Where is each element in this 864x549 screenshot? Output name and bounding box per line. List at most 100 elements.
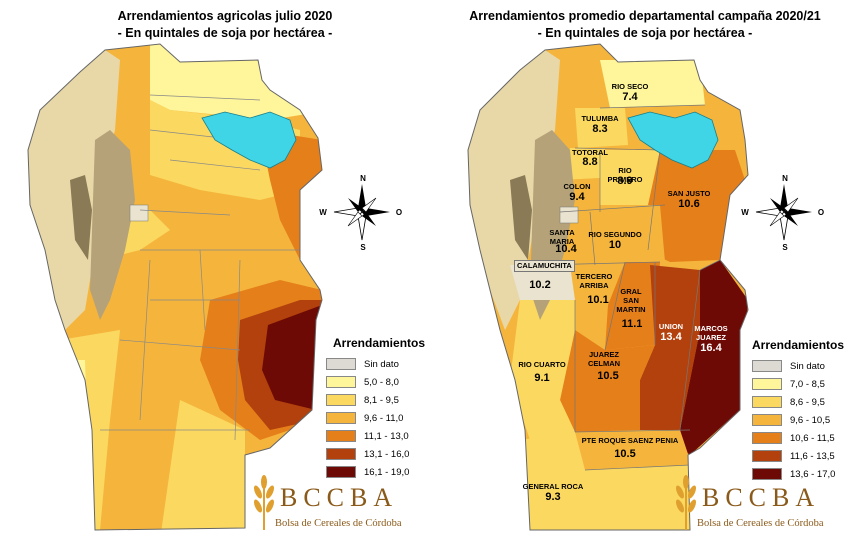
right-legend-label: 10,6 - 11,5 bbox=[790, 432, 835, 444]
wheat-icon-right bbox=[675, 475, 697, 530]
dept-value-totoral: 8.8 bbox=[582, 156, 598, 168]
dept-label-rio-primero: RIO PRIMERO bbox=[607, 166, 643, 184]
dept-label-tulumba: TULUMBA bbox=[581, 114, 619, 123]
right-legend-item: 9,6 - 10,5 bbox=[752, 413, 830, 427]
right-legend-item: Sin dato bbox=[752, 359, 825, 373]
right-legend-swatch bbox=[752, 396, 782, 408]
dept-label-colon: COLON bbox=[563, 182, 591, 191]
dept-label-san-justo: SAN JUSTO bbox=[667, 189, 711, 198]
dept-value-gral-san-martin: 11.1 bbox=[621, 318, 643, 330]
right-legend-swatch bbox=[752, 468, 782, 480]
left-legend-label: 5,0 - 8,0 bbox=[364, 376, 399, 388]
right-legend-swatch bbox=[752, 378, 782, 390]
left-legend-label: 9,6 - 11,0 bbox=[364, 412, 404, 424]
compass-n-left: N bbox=[360, 174, 366, 183]
dept-label-rio-segundo: RIO SEGUNDO bbox=[588, 230, 642, 239]
right-legend-swatch bbox=[752, 360, 782, 372]
dept-value-general-roca: 9.3 bbox=[545, 491, 561, 503]
compass-e-right: O bbox=[817, 208, 825, 217]
compass-rose-right bbox=[755, 184, 812, 241]
right-legend-label: 9,6 - 10,5 bbox=[790, 414, 831, 426]
left-legend-item: 8,1 - 9,5 bbox=[326, 393, 399, 407]
right-legend-item: 8,6 - 9,5 bbox=[752, 395, 825, 409]
left-province-map bbox=[28, 44, 322, 530]
compass-n-right: N bbox=[782, 174, 788, 183]
logo-subtitle-right: Bolsa de Cereales de Córdoba bbox=[697, 518, 824, 529]
mar-chiquita-lake-left bbox=[201, 111, 297, 169]
dept-label-pte-roque-saenz-pena: PTE ROQUE SAENZ PENIA bbox=[581, 436, 679, 445]
dept-value-rio-primero: 8.9 bbox=[617, 175, 633, 187]
mar-chiquita-lake-right bbox=[627, 111, 719, 169]
right-legend-label: 13,6 - 17,0 bbox=[790, 468, 836, 480]
left-legend-swatch bbox=[326, 358, 356, 370]
dept-label-tercero-arriba: TERCERO ARRIBA bbox=[575, 272, 613, 290]
left-legend-swatch bbox=[326, 466, 356, 478]
dept-value-tercero-arriba: 10.1 bbox=[587, 294, 609, 306]
compass-s-left: S bbox=[360, 243, 366, 252]
logo-name-left: BCCBA bbox=[280, 483, 399, 512]
left-legend-swatch bbox=[326, 430, 356, 442]
left-legend-title: Arrendamientos bbox=[333, 336, 426, 350]
dept-value-pte-roque-saenz-pena: 10.5 bbox=[614, 448, 636, 460]
dept-label-juarez-celman: JUAREZ CELMAN bbox=[587, 350, 621, 368]
right-legend-item: 13,6 - 17,0 bbox=[752, 467, 835, 481]
left-legend-swatch bbox=[326, 376, 356, 388]
dept-value-colon: 9.4 bbox=[569, 191, 585, 203]
wheat-icon-left bbox=[253, 475, 275, 530]
dept-label-santa-maria: SANTA MARIA bbox=[549, 228, 575, 246]
left-map-subtitle: - En quintales de soja por hectárea - bbox=[117, 26, 333, 40]
dept-label-gral-san-martin: GRAL SAN MARTIN bbox=[616, 287, 646, 314]
left-map-title: Arrendamientos agricolas julio 2020 bbox=[117, 9, 333, 23]
right-legend-label: 11,6 - 13,5 bbox=[790, 450, 835, 462]
dept-label-marcos-juarez: MARCOS JUAREZ bbox=[694, 324, 728, 342]
right-legend-swatch bbox=[752, 414, 782, 426]
logo-name-right: BCCBA bbox=[702, 483, 821, 512]
right-legend-item: 11,6 - 13,5 bbox=[752, 449, 835, 463]
left-legend-swatch bbox=[326, 412, 356, 424]
dept-value-marcos-juarez: 16.4 bbox=[700, 342, 722, 354]
compass-s-right: S bbox=[782, 243, 788, 252]
dept-value-union: 13.4 bbox=[660, 331, 682, 343]
logo-subtitle-left: Bolsa de Cereales de Córdoba bbox=[275, 518, 402, 529]
dept-value-rio-segundo: 10 bbox=[608, 239, 622, 251]
left-legend-swatch bbox=[326, 394, 356, 406]
left-legend-item: 16,1 - 19,0 bbox=[326, 465, 409, 479]
right-legend-label: 8,6 - 9,5 bbox=[790, 396, 825, 408]
right-map-subtitle: - En quintales de soja por hectárea - bbox=[537, 26, 753, 40]
left-legend-item: 5,0 - 8,0 bbox=[326, 375, 399, 389]
left-legend-label: 8,1 - 9,5 bbox=[364, 394, 399, 406]
dept-value-santa-maria: 10.4 bbox=[555, 243, 577, 255]
left-legend-item: 9,6 - 11,0 bbox=[326, 411, 403, 425]
left-legend-item: 11,1 - 13,0 bbox=[326, 429, 409, 443]
left-legend-label: 16,1 - 19,0 bbox=[364, 466, 410, 478]
dept-value-san-justo: 10.6 bbox=[678, 198, 700, 210]
right-legend-label: Sin dato bbox=[790, 360, 825, 372]
dept-label-calamuchita: CALAMUCHITA bbox=[514, 260, 575, 272]
compass-w-right: W bbox=[741, 208, 749, 217]
compass-rose-left bbox=[333, 184, 390, 241]
dept-label-rio-seco: RIO SECO bbox=[611, 82, 649, 91]
dept-value-rio-seco: 7.4 bbox=[622, 91, 638, 103]
right-legend-swatch bbox=[752, 450, 782, 462]
dept-value-calamuchita: 10.2 bbox=[520, 279, 560, 291]
dept-label-union: UNION bbox=[658, 322, 684, 331]
left-legend-label: Sin dato bbox=[364, 358, 399, 370]
right-legend-swatch bbox=[752, 432, 782, 444]
compass-w-left: W bbox=[319, 208, 327, 217]
right-legend-item: 7,0 - 8,5 bbox=[752, 377, 825, 391]
right-legend-item: 10,6 - 11,5 bbox=[752, 431, 835, 445]
dept-value-rio-cuarto: 9.1 bbox=[534, 372, 550, 384]
left-legend-item: 13,1 - 16,0 bbox=[326, 447, 409, 461]
left-legend-swatch bbox=[326, 448, 356, 460]
dept-value-tulumba: 8.3 bbox=[592, 123, 608, 135]
right-legend-label: 7,0 - 8,5 bbox=[790, 378, 825, 390]
dept-label-general-roca: GENERAL ROCA bbox=[522, 482, 584, 491]
left-legend-item: Sin dato bbox=[326, 357, 399, 371]
dept-value-juarez-celman: 10.5 bbox=[597, 370, 619, 382]
compass-e-left: O bbox=[395, 208, 403, 217]
dept-label-rio-cuarto: RIO CUARTO bbox=[518, 360, 566, 369]
dept-label-totoral: TOTORAL bbox=[572, 148, 608, 157]
right-legend-title: Arrendamientos bbox=[752, 338, 845, 352]
right-map-title: Arrendamientos promedio departamental ca… bbox=[469, 9, 821, 23]
